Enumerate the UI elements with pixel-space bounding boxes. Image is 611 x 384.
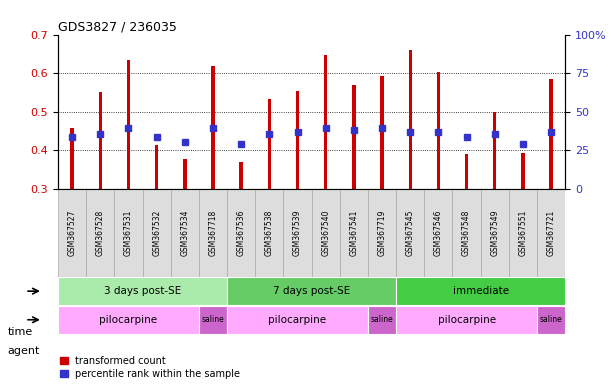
FancyBboxPatch shape [396,189,424,277]
FancyBboxPatch shape [284,189,312,277]
FancyBboxPatch shape [86,189,114,277]
FancyBboxPatch shape [227,189,255,277]
Bar [437,72,440,189]
Text: saline: saline [371,315,393,324]
FancyBboxPatch shape [537,306,565,334]
Text: GDS3827 / 236035: GDS3827 / 236035 [58,20,177,33]
Bar [70,128,74,189]
FancyBboxPatch shape [255,189,284,277]
FancyBboxPatch shape [199,306,227,334]
Text: pilocarpine: pilocarpine [100,315,158,325]
FancyBboxPatch shape [481,189,509,277]
Bar [240,162,243,189]
Bar [127,60,130,189]
Text: GSM367546: GSM367546 [434,210,443,256]
Text: GSM367538: GSM367538 [265,210,274,256]
FancyBboxPatch shape [537,189,565,277]
Text: 7 days post-SE: 7 days post-SE [273,286,350,296]
Text: pilocarpine: pilocarpine [437,315,496,325]
Bar [409,50,412,189]
Bar [549,79,553,189]
Text: GSM367540: GSM367540 [321,210,330,256]
Text: GSM367528: GSM367528 [96,210,105,256]
Text: GSM367536: GSM367536 [236,210,246,256]
FancyBboxPatch shape [340,189,368,277]
Bar [268,99,271,189]
Text: GSM367534: GSM367534 [180,210,189,256]
FancyBboxPatch shape [396,277,565,305]
Bar [352,84,356,189]
Text: GSM367721: GSM367721 [547,210,555,256]
Text: immediate: immediate [453,286,509,296]
Text: 3 days post-SE: 3 days post-SE [104,286,181,296]
FancyBboxPatch shape [58,189,86,277]
Text: GSM367539: GSM367539 [293,210,302,256]
Bar [296,91,299,189]
Text: GSM367551: GSM367551 [518,210,527,256]
FancyBboxPatch shape [396,306,537,334]
FancyBboxPatch shape [424,189,453,277]
Bar [465,154,468,189]
FancyBboxPatch shape [368,306,396,334]
Bar [183,159,186,189]
Bar [98,93,102,189]
Bar [381,76,384,189]
FancyBboxPatch shape [199,189,227,277]
Text: GSM367545: GSM367545 [406,210,415,256]
Text: GSM367549: GSM367549 [490,210,499,256]
FancyBboxPatch shape [227,306,368,334]
Text: time: time [7,327,32,337]
Text: GSM367548: GSM367548 [462,210,471,256]
Text: GSM367719: GSM367719 [378,210,387,256]
Text: pilocarpine: pilocarpine [268,315,327,325]
Bar [211,66,214,189]
FancyBboxPatch shape [58,277,227,305]
Legend: transformed count, percentile rank within the sample: transformed count, percentile rank withi… [60,356,240,379]
Bar [324,55,327,189]
FancyBboxPatch shape [170,189,199,277]
FancyBboxPatch shape [453,189,481,277]
FancyBboxPatch shape [114,189,142,277]
FancyBboxPatch shape [312,189,340,277]
Text: agent: agent [7,346,40,356]
Text: GSM367541: GSM367541 [349,210,359,256]
Bar [155,145,158,189]
FancyBboxPatch shape [368,189,396,277]
Text: GSM367531: GSM367531 [124,210,133,256]
Bar [521,153,525,189]
Text: GSM367532: GSM367532 [152,210,161,256]
Text: GSM367527: GSM367527 [68,210,76,256]
FancyBboxPatch shape [142,189,170,277]
Text: GSM367718: GSM367718 [208,210,218,256]
FancyBboxPatch shape [58,306,199,334]
FancyBboxPatch shape [227,277,396,305]
Bar [493,112,496,189]
Text: saline: saline [202,315,224,324]
Text: saline: saline [540,315,563,324]
FancyBboxPatch shape [509,189,537,277]
